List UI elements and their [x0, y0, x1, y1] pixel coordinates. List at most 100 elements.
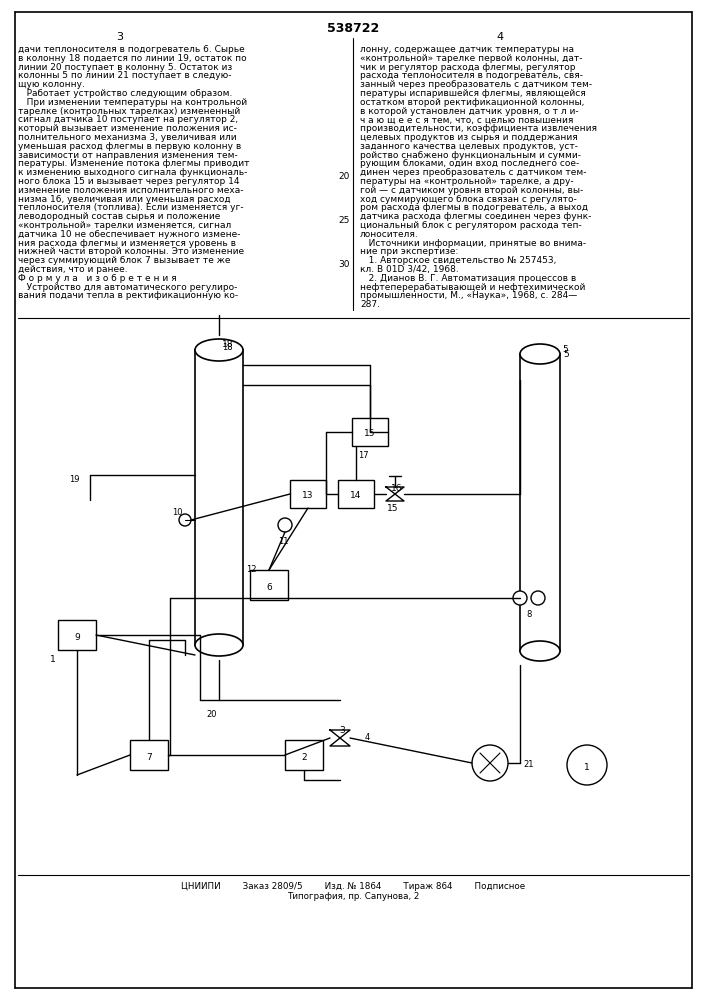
Text: Источники информации, принятые во внима-: Источники информации, принятые во внима- — [360, 239, 586, 248]
Text: дачи теплоносителя в подогреватель 6. Сырье: дачи теплоносителя в подогреватель 6. Сы… — [18, 45, 245, 54]
Text: заданного качества целевых продуктов, уст-: заданного качества целевых продуктов, ус… — [360, 142, 578, 151]
Text: теплоносителя (топлива). Если изменяется уг-: теплоносителя (топлива). Если изменяется… — [18, 203, 244, 212]
Text: 1: 1 — [50, 655, 56, 664]
Text: 5: 5 — [563, 350, 568, 359]
Text: в которой установлен датчик уровня, о т л и-: в которой установлен датчик уровня, о т … — [360, 107, 578, 116]
Text: производительности, коэффициента извлечения: производительности, коэффициента извлече… — [360, 124, 597, 133]
Text: к изменению выходного сигнала функциональ-: к изменению выходного сигнала функционал… — [18, 168, 247, 177]
Text: щую колонну.: щую колонну. — [18, 80, 85, 89]
Circle shape — [567, 745, 607, 785]
Circle shape — [513, 591, 527, 605]
Text: расхода теплоносителя в подогреватель, свя-: расхода теплоносителя в подогреватель, с… — [360, 71, 583, 80]
Text: 18: 18 — [222, 340, 233, 349]
Text: целевых продуктов из сырья и поддержания: целевых продуктов из сырья и поддержания — [360, 133, 578, 142]
Circle shape — [531, 591, 545, 605]
Ellipse shape — [520, 344, 560, 364]
Text: леводородный состав сырья и положение: леводородный состав сырья и положение — [18, 212, 221, 221]
Text: 9: 9 — [74, 633, 80, 642]
Text: ром расхода флегмы в подогреватель, а выход: ром расхода флегмы в подогреватель, а вы… — [360, 203, 588, 212]
Text: «контрольной» тарелки изменяется, сигнал: «контрольной» тарелки изменяется, сигнал — [18, 221, 231, 230]
Text: 19: 19 — [69, 475, 80, 484]
Text: лонну, содержащее датчик температуры на: лонну, содержащее датчик температуры на — [360, 45, 574, 54]
Ellipse shape — [195, 339, 243, 361]
Text: 2: 2 — [301, 752, 307, 762]
Text: 14: 14 — [350, 491, 362, 500]
Text: 20: 20 — [206, 710, 217, 719]
Text: пературы на «контрольной» тарелке, а дру-: пературы на «контрольной» тарелке, а дру… — [360, 177, 573, 186]
Text: зависимости от направления изменения тем-: зависимости от направления изменения тем… — [18, 151, 238, 160]
Text: ния расхода флегмы и изменяется уровень в: ния расхода флегмы и изменяется уровень … — [18, 239, 236, 248]
Text: датчика расхода флегмы соединен через функ-: датчика расхода флегмы соединен через фу… — [360, 212, 591, 221]
Text: тарелке (контрольных тарелках) измененный: тарелке (контрольных тарелках) измененны… — [18, 107, 240, 116]
Bar — [520, 354, 560, 651]
Text: в колонну 18 подается по линии 19, остаток по: в колонну 18 подается по линии 19, остат… — [18, 54, 247, 63]
Bar — [338, 480, 374, 508]
Text: действия, что и ранее.: действия, что и ранее. — [18, 265, 128, 274]
Text: 30: 30 — [339, 260, 350, 269]
Text: 21: 21 — [523, 760, 534, 769]
Text: пературы испарившейся флегмы, являющейся: пературы испарившейся флегмы, являющейся — [360, 89, 586, 98]
Text: 7: 7 — [146, 752, 152, 762]
Text: остатком второй ректификационной колонны,: остатком второй ректификационной колонны… — [360, 98, 585, 107]
Circle shape — [179, 514, 191, 526]
Text: 25: 25 — [339, 216, 350, 225]
Text: ного блока 15 и вызывает через регулятор 14: ного блока 15 и вызывает через регулятор… — [18, 177, 240, 186]
Text: 4: 4 — [496, 32, 503, 42]
Text: сигнал датчика 10 поступает на регулятор 2,: сигнал датчика 10 поступает на регулятор… — [18, 115, 238, 124]
Text: Устройство для автоматического регулиро-: Устройство для автоматического регулиро- — [18, 283, 238, 292]
Text: 287.: 287. — [360, 300, 380, 309]
Bar — [250, 570, 288, 600]
Text: 3: 3 — [339, 726, 345, 735]
Text: 17: 17 — [358, 451, 368, 460]
Text: низма 16, увеличивая или уменьшая расход: низма 16, увеличивая или уменьшая расход — [18, 195, 230, 204]
Circle shape — [278, 518, 292, 532]
Text: нижней части второй колонны. Это изменение: нижней части второй колонны. Это изменен… — [18, 247, 244, 256]
Text: датчика 10 не обеспечивает нужного измене-: датчика 10 не обеспечивает нужного измен… — [18, 230, 240, 239]
Text: 5: 5 — [562, 345, 568, 354]
Bar — [285, 740, 323, 770]
Text: занный через преобразователь с датчиком тем-: занный через преобразователь с датчиком … — [360, 80, 592, 89]
Ellipse shape — [520, 641, 560, 661]
Text: нефтеперерабатывающей и нефтехимической: нефтеперерабатывающей и нефтехимической — [360, 283, 585, 292]
Text: 6: 6 — [266, 582, 272, 591]
Text: полнительного механизма 3, увеличивая или: полнительного механизма 3, увеличивая ил… — [18, 133, 237, 142]
Text: 1: 1 — [584, 762, 590, 772]
Text: 12: 12 — [246, 565, 257, 574]
Circle shape — [472, 745, 508, 781]
Text: 13: 13 — [303, 491, 314, 500]
Bar — [195, 350, 243, 645]
Text: 10: 10 — [172, 508, 182, 517]
Text: Ф о р м у л а   и з о б р е т е н и я: Ф о р м у л а и з о б р е т е н и я — [18, 274, 177, 283]
Text: 4: 4 — [365, 733, 370, 742]
Text: чик и регулятор расхода флегмы, регулятор: чик и регулятор расхода флегмы, регулято… — [360, 63, 575, 72]
Text: 16: 16 — [391, 484, 403, 493]
Text: 1. Авторское свидетельство № 257453,: 1. Авторское свидетельство № 257453, — [360, 256, 556, 265]
Bar — [352, 418, 388, 446]
Text: 15: 15 — [387, 504, 399, 513]
Text: 11: 11 — [278, 537, 288, 546]
Text: линии 20 поступает в колонну 5. Остаток из: линии 20 поступает в колонну 5. Остаток … — [18, 63, 233, 72]
Bar — [290, 480, 326, 508]
Text: ройство снабжено функциональным и сумми-: ройство снабжено функциональным и сумми- — [360, 151, 581, 160]
Text: 8: 8 — [526, 610, 532, 619]
Text: гой — с датчиком уровня второй колонны, вы-: гой — с датчиком уровня второй колонны, … — [360, 186, 583, 195]
Bar — [58, 620, 96, 650]
Text: изменение положения исполнительного меха-: изменение положения исполнительного меха… — [18, 186, 243, 195]
Text: 538722: 538722 — [327, 22, 379, 35]
Ellipse shape — [195, 634, 243, 656]
Text: лоносителя.: лоносителя. — [360, 230, 419, 239]
Text: промышленности, М., «Наука», 1968, с. 284—: промышленности, М., «Наука», 1968, с. 28… — [360, 291, 577, 300]
Text: 18: 18 — [222, 343, 233, 352]
Text: «контрольной» тарелке первой колонны, дат-: «контрольной» тарелке первой колонны, да… — [360, 54, 583, 63]
Text: Работает устройство следующим образом.: Работает устройство следующим образом. — [18, 89, 233, 98]
Text: 3: 3 — [117, 32, 124, 42]
Text: ние при экспертизе:: ние при экспертизе: — [360, 247, 458, 256]
Text: уменьшая расход флегмы в первую колонну в: уменьшая расход флегмы в первую колонну … — [18, 142, 241, 151]
Text: через суммирующий блок 7 вызывает те же: через суммирующий блок 7 вызывает те же — [18, 256, 230, 265]
Text: 20: 20 — [339, 172, 350, 181]
Text: ЦНИИПИ        Заказ 2809/5        Изд. № 1864        Тираж 864        Подписное: ЦНИИПИ Заказ 2809/5 Изд. № 1864 Тираж 86… — [181, 882, 525, 891]
Text: динен через преобразователь с датчиком тем-: динен через преобразователь с датчиком т… — [360, 168, 587, 177]
Text: При изменении температуры на контрольной: При изменении температуры на контрольной — [18, 98, 247, 107]
Text: 15: 15 — [364, 430, 375, 438]
Text: который вызывает изменение положения ис-: который вызывает изменение положения ис- — [18, 124, 237, 133]
